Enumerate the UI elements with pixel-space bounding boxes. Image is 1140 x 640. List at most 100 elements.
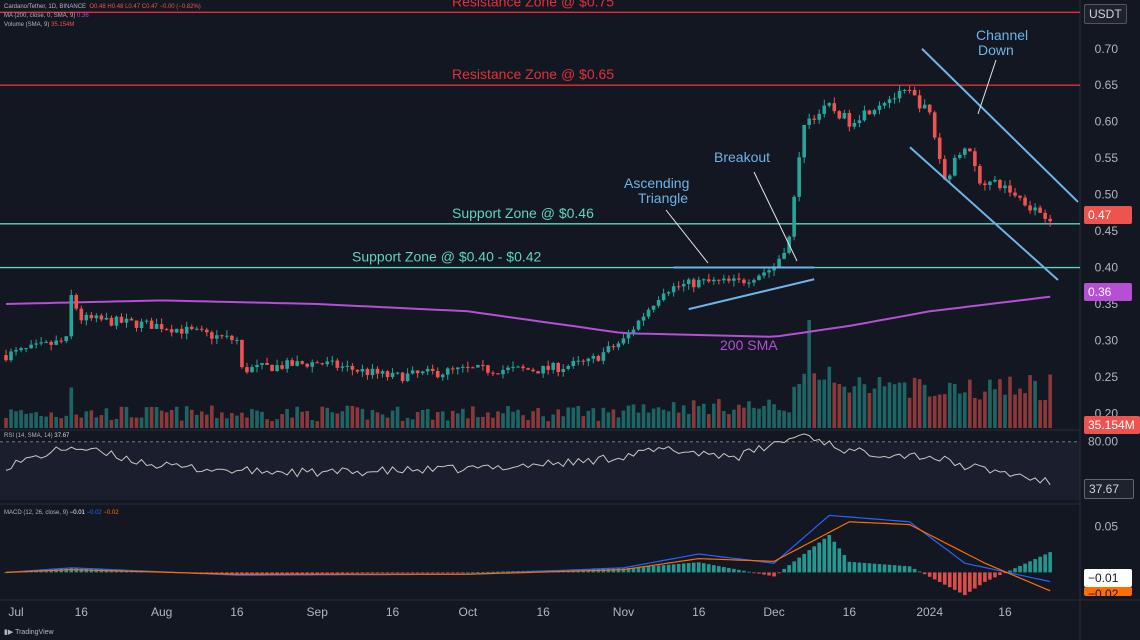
volume-bar [49,412,53,428]
macd-histogram-bar [1018,565,1022,573]
macd-price-label: −0.01 [1084,569,1132,587]
volume-bar [164,412,169,428]
volume-bar [255,410,259,428]
macd-histogram-bar [420,572,425,574]
volume-bar [350,405,355,428]
candle-body [561,368,566,372]
volume-bar [315,421,320,428]
candle-body [857,120,862,123]
candle-body [310,362,315,367]
candle-body [752,280,756,283]
volume-bar [616,417,621,428]
candle-body [877,105,882,110]
macd-histogram-bar [932,572,937,580]
candle-body [737,278,741,280]
candle-body [445,368,450,375]
macd-histogram-bar [757,572,761,574]
macd-histogram-bar [656,565,661,573]
macd-histogram-bar [762,572,766,575]
candle-body [993,179,997,182]
volume-bar [666,411,671,428]
volume-bar [240,412,244,428]
macd-histogram-bar [626,567,631,573]
price-tick-label: 0.65 [1095,78,1119,92]
rsi-label: RSI (14, SMA, 14) [4,433,53,439]
rsi-pane[interactable] [0,433,1080,500]
candle-body [671,286,676,293]
time-tick-label: 2024 [916,605,943,619]
macd-histogram-bar [370,572,375,574]
currency-button[interactable]: USDT [1084,4,1127,24]
volume-bar [887,382,892,428]
volume-bar [712,403,716,428]
volume-bar [205,414,209,428]
candle-body [531,369,535,372]
volume-bar [947,382,952,428]
macd-histogram-bar [651,565,656,573]
volume-bar [792,386,796,428]
candle-body [320,363,325,365]
volume-bar [927,396,932,428]
candle-body [952,157,957,176]
candle-body [29,344,33,349]
candle-body [541,365,545,374]
candle-body [325,361,330,365]
macd-histogram-bar [927,572,932,577]
volume-bar [742,407,746,428]
candle-body [1033,207,1037,211]
volume-bar [471,406,475,428]
candle-body [762,272,766,276]
volume-bar [34,412,38,428]
candle-body [646,309,651,317]
candle-body [1023,197,1027,206]
macd-histogram-bar [471,572,475,574]
candle-body [947,175,952,180]
volume-bar [767,399,771,428]
candle-body [295,361,299,366]
candle-body [255,364,259,368]
candle-body [696,279,701,288]
volume-bar [686,413,691,428]
candle-body [722,278,726,281]
volume-bar [576,405,581,428]
volume-bar [29,413,33,428]
macd-histogram-bar [1033,559,1037,573]
candle-body [867,110,872,115]
macd-histogram-bar [476,572,480,573]
volume-bar [902,382,907,428]
candle-body [119,316,124,323]
candle-body [701,279,706,281]
candle-body [601,352,606,361]
candle-body [24,348,28,350]
macd-histogram-bar [978,572,982,586]
candle-body [1008,185,1012,193]
volume-bar [461,408,465,428]
volume-bar [210,405,214,428]
volume-bar [822,379,827,428]
signal-line [5,521,1051,592]
volume-bar [435,412,440,428]
candle-body [210,332,214,339]
candle-body [551,362,555,370]
volume-bar [280,414,284,428]
volume-bar [335,413,340,428]
macd-histogram-bar [847,561,852,573]
candle-body [89,314,94,319]
volume-bar [1008,376,1012,428]
candle-body [621,338,626,344]
candle-body [476,365,480,368]
candle-body [626,332,631,339]
annotation-line: Triangle [638,190,688,206]
volume-value: 35.154M [51,22,75,28]
resistance-label: Resistance Zone @ $0.75 [452,0,614,9]
macd-pane[interactable] [4,514,1052,596]
candle-body [365,368,370,376]
time-tick-label: Nov [613,605,634,619]
volume-bar [1038,400,1042,428]
volume-bar [445,420,450,428]
macd-histogram-bar [842,555,847,573]
volume-bar [601,407,606,428]
volume-bar [215,418,219,428]
